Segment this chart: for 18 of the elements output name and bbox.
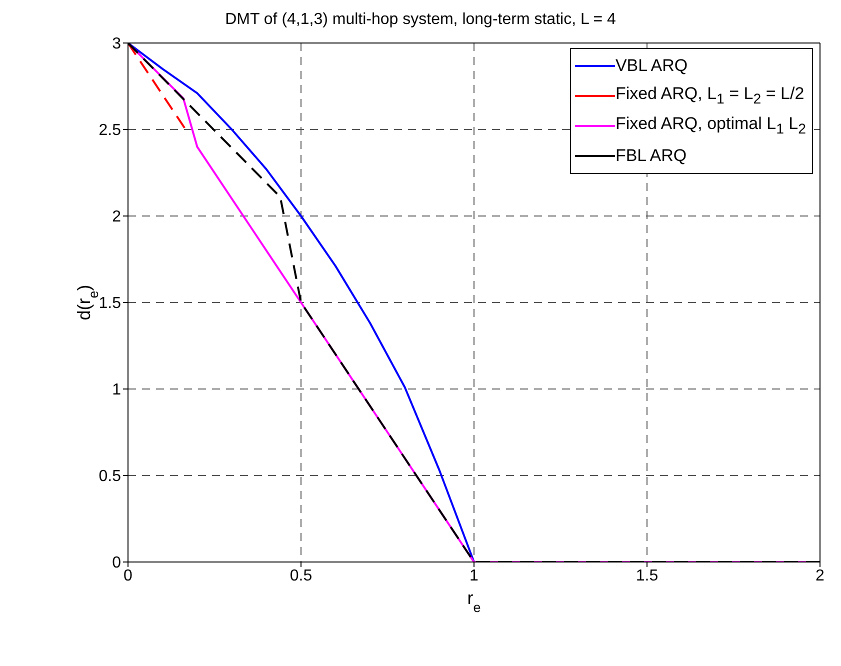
legend-label: VBL ARQ xyxy=(615,56,688,76)
y-tick-label: 2 xyxy=(112,208,122,226)
x-tick-label: 1.5 xyxy=(636,567,658,584)
legend-label: Fixed ARQ, L$_{1}$ = L$_{2}$ = L/2 xyxy=(615,84,804,108)
x-tick-label: 2 xyxy=(816,567,825,584)
x-tick-label: 0 xyxy=(124,567,133,584)
y-tick-label: 1 xyxy=(112,382,122,399)
y-tick-label: 2.5 xyxy=(98,122,122,140)
x-axis-title: r$_{e}$ xyxy=(467,588,481,614)
chart-title: DMT of (4,1,3) multi-hop system, long-term static, L = 4 xyxy=(224,10,617,30)
y-tick-label: 0 xyxy=(112,554,122,572)
y-tick-label: 0.5 xyxy=(98,468,122,486)
y-tick-label: 3 xyxy=(112,36,122,53)
legend-label: FBL ARQ xyxy=(615,146,687,166)
x-tick-label: 0.5 xyxy=(290,567,312,584)
y-tick-label: 1.5 xyxy=(98,295,122,312)
legend-label: Fixed ARQ, optimal L$_{1}$ L$_{2}$ xyxy=(615,114,806,138)
x-tick-label: 1 xyxy=(470,567,479,584)
